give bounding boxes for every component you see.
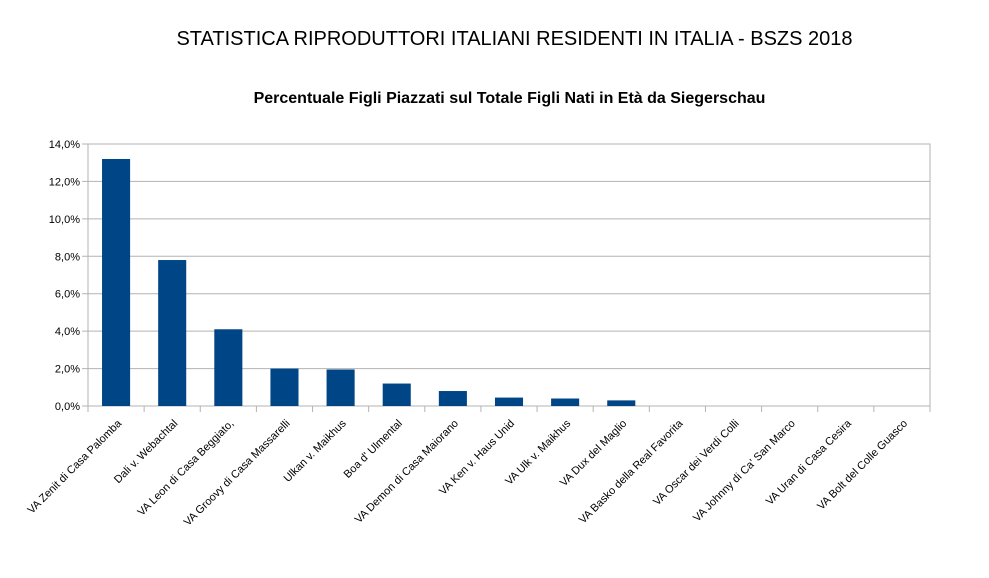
- x-tick-label: Ulkan v. Maikhus: [282, 417, 349, 484]
- x-tick-label: VA Leon di Casa Beggiato,: [136, 418, 237, 519]
- y-tick-label: 10,0%: [49, 214, 80, 226]
- x-tick-label: VA Basko della Real Favorita: [577, 417, 686, 526]
- x-tick-label: VA Groovy di Casa Massarelli: [182, 418, 293, 529]
- bar: [494, 397, 524, 406]
- x-tick-label: VA Bolt del Colle Guasco: [815, 418, 910, 513]
- bar: [214, 329, 243, 406]
- bar: [326, 369, 355, 406]
- y-tick-label: 2,0%: [55, 364, 80, 376]
- bar: [102, 158, 131, 406]
- y-tick-label: 0,0%: [55, 401, 80, 413]
- bar: [382, 383, 411, 406]
- chart-subtitle: Percentuale Figli Piazzati sul Totale Fi…: [253, 90, 766, 107]
- x-tick-label: VA Johnny di Ca' San Marco: [691, 418, 798, 525]
- x-tick-label: VA Zenit di Casa Palomba: [25, 417, 124, 516]
- chart-title: STATISTICA RIPRODUTTORI ITALIANI RESIDEN…: [176, 28, 853, 50]
- gridlines: [82, 143, 931, 407]
- y-tick-label: 14,0%: [49, 139, 80, 151]
- y-axis: 0,0% 2,0% 4,0% 6,0% 8,0% 10,0% 12,0% 14,0%: [49, 139, 80, 413]
- bar: [607, 400, 636, 406]
- x-tick-label: Boa d' Ulmental: [342, 418, 405, 481]
- y-tick-label: 12,0%: [49, 176, 80, 188]
- y-tick-label: 4,0%: [55, 326, 80, 338]
- y-tick-label: 6,0%: [55, 289, 80, 301]
- y-tick-label: 8,0%: [55, 251, 80, 263]
- x-tick-label: VA Demon di Casa Maiorano: [353, 418, 461, 526]
- bar: [551, 398, 580, 406]
- bar: [438, 391, 467, 406]
- bar: [158, 260, 187, 406]
- bars: [102, 158, 636, 406]
- bar: [270, 368, 299, 406]
